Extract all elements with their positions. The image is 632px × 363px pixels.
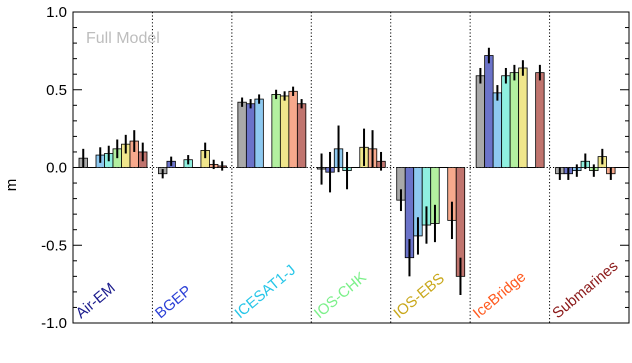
y-tick-label: 0.5 (46, 82, 67, 99)
category-label: IOS-CHK (311, 269, 370, 322)
bar (509, 72, 520, 168)
y-tick-label: 0.0 (46, 160, 67, 177)
category-label: Submarines (549, 258, 621, 322)
bar (279, 95, 290, 168)
bar (501, 75, 511, 168)
bar (296, 103, 307, 168)
bars-layer (78, 55, 624, 277)
bar (535, 72, 545, 168)
category-separators (151, 12, 551, 323)
bar (492, 92, 503, 168)
bar (475, 75, 486, 168)
inset-annotation: Full Model (86, 30, 160, 47)
error-bars-layer (82, 47, 612, 296)
bar (254, 98, 264, 168)
category-label: IceBridge (470, 268, 529, 322)
bar (245, 103, 256, 168)
category-labels-layer: Air-EM BGEP ICESAT1-J IOS-CHK IOS-EBS IceBrid… (73, 258, 622, 322)
category-label: Air-EM (73, 280, 119, 322)
y-axis-title: m (3, 179, 20, 192)
category-label: IOS-EBS (390, 270, 448, 322)
bar (271, 94, 281, 168)
y-tick-label: -0.5 (41, 237, 67, 254)
category-label: BGEP (152, 282, 195, 322)
bar (237, 101, 247, 168)
bar (288, 90, 298, 168)
ticks-layer: -1.0 -0.5 0.0 0.5 1.0 (41, 4, 629, 332)
y-tick-label: 1.0 (46, 4, 67, 21)
y-tick-label: -1.0 (41, 315, 67, 332)
bar (518, 67, 528, 168)
category-label: ICESAT1-J (232, 262, 300, 323)
bar (484, 55, 494, 168)
